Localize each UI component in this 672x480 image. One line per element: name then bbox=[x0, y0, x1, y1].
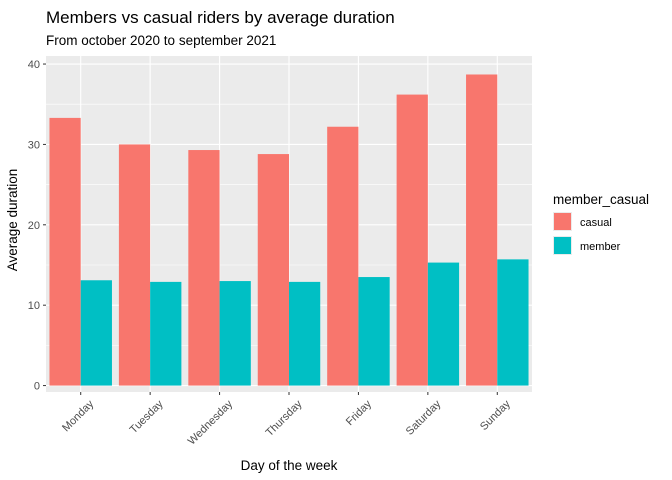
legend-key-member bbox=[554, 237, 571, 254]
x-tick-label: Tuesday bbox=[128, 398, 166, 436]
x-tick-label: Monday bbox=[60, 398, 97, 435]
legend-key-casual bbox=[554, 213, 571, 230]
y-tick-label: 40 bbox=[28, 59, 40, 71]
bar-casual-tuesday bbox=[118, 144, 151, 386]
y-tick-label: 20 bbox=[28, 220, 40, 232]
legend-title: member_casual bbox=[553, 192, 649, 207]
bar-member-monday bbox=[80, 280, 112, 386]
legend-label-casual: casual bbox=[580, 217, 612, 229]
plot-panel bbox=[46, 56, 532, 392]
y-axis-title: Average duration bbox=[5, 169, 20, 272]
y-tick-label: 30 bbox=[28, 139, 40, 151]
bar-member-sunday bbox=[497, 259, 529, 386]
x-tick-label: Thursday bbox=[264, 398, 305, 439]
bar-member-friday bbox=[358, 277, 390, 386]
y-tick-label: 10 bbox=[28, 300, 40, 312]
x-axis-title: Day of the week bbox=[241, 458, 338, 473]
bar-casual-friday bbox=[327, 126, 359, 386]
bar-casual-monday bbox=[49, 117, 81, 386]
x-axis: Monday Tuesday Wednesday Thursday Friday Satu… bbox=[60, 392, 513, 448]
bar-member-thursday bbox=[289, 281, 321, 386]
x-tick-label: Sunday bbox=[478, 398, 513, 433]
bar-member-tuesday bbox=[150, 281, 182, 386]
bar-casual-saturday bbox=[396, 94, 428, 386]
bar-casual-sunday bbox=[466, 74, 498, 386]
bar-member-saturday bbox=[427, 262, 460, 386]
bar-member-wednesday bbox=[219, 281, 251, 386]
chart-subtitle: From october 2020 to september 2021 bbox=[46, 33, 276, 48]
x-tick-label: Wednesday bbox=[186, 398, 236, 448]
bar-casual-thursday bbox=[257, 154, 289, 386]
legend: member_casual casual member bbox=[553, 192, 649, 255]
bar-casual-wednesday bbox=[188, 150, 220, 386]
x-tick-label: Friday bbox=[344, 398, 374, 428]
chart-title: Members vs casual riders by average dura… bbox=[46, 8, 395, 27]
x-tick-label: Saturday bbox=[404, 398, 444, 438]
y-tick-label: 0 bbox=[34, 381, 40, 393]
y-axis: 0 10 20 30 40 bbox=[28, 59, 46, 393]
legend-label-member: member bbox=[580, 241, 621, 253]
